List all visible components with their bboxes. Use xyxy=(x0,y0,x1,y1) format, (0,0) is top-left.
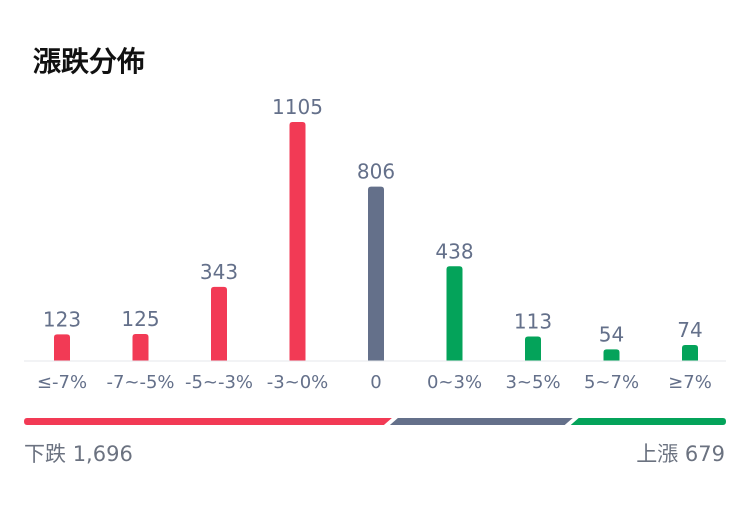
value-label-4: 806 xyxy=(357,160,395,184)
category-label-7: 5~7% xyxy=(584,372,639,393)
category-label-5: 0~3% xyxy=(427,372,482,393)
up-label: 上漲 xyxy=(636,442,679,466)
bar-3 xyxy=(289,122,306,361)
category-label-6: 3~5% xyxy=(505,372,560,393)
down-count: 1,696 xyxy=(72,442,133,466)
bar-0 xyxy=(54,334,70,361)
bar-1 xyxy=(132,333,149,361)
down-summary: 下跌 1,696 xyxy=(24,438,133,468)
value-label-5: 438 xyxy=(435,239,473,263)
value-label-2: 343 xyxy=(200,260,238,284)
category-label-0: ≤-7% xyxy=(37,372,87,393)
down-label: 下跌 xyxy=(24,442,66,466)
bar-2 xyxy=(211,286,227,361)
ratio-down-segment xyxy=(24,418,392,425)
ratio-up-segment xyxy=(570,418,726,425)
category-label-3: -3~0% xyxy=(267,372,329,393)
bar-4 xyxy=(368,186,384,361)
value-label-7: 54 xyxy=(599,322,624,346)
category-label-2: -5~-3% xyxy=(185,372,253,393)
ratio-bar xyxy=(24,418,726,425)
category-label-1: -7~-5% xyxy=(106,372,174,393)
bar-5 xyxy=(446,266,463,361)
value-label-6: 113 xyxy=(514,310,552,334)
up-count: 679 xyxy=(684,442,725,466)
value-label-1: 125 xyxy=(121,307,159,331)
value-label-3: 1105 xyxy=(272,95,323,119)
up-summary: 上漲 679 xyxy=(636,438,725,468)
bar-7 xyxy=(603,349,620,361)
chart-title: 漲跌分佈 xyxy=(33,45,146,78)
bar-group: 123 ≤-7% 125 -7~-5% 343 -5~-3% 1105 -3~0% 806 0 43… xyxy=(37,95,712,393)
ratio-flat-segment xyxy=(389,418,573,425)
bar-6 xyxy=(525,336,541,361)
category-label-4: 0 xyxy=(370,372,381,393)
bar-8 xyxy=(682,344,698,361)
category-label-8: ≥7% xyxy=(668,372,712,393)
value-label-8: 74 xyxy=(677,318,702,342)
value-label-0: 123 xyxy=(43,307,81,331)
